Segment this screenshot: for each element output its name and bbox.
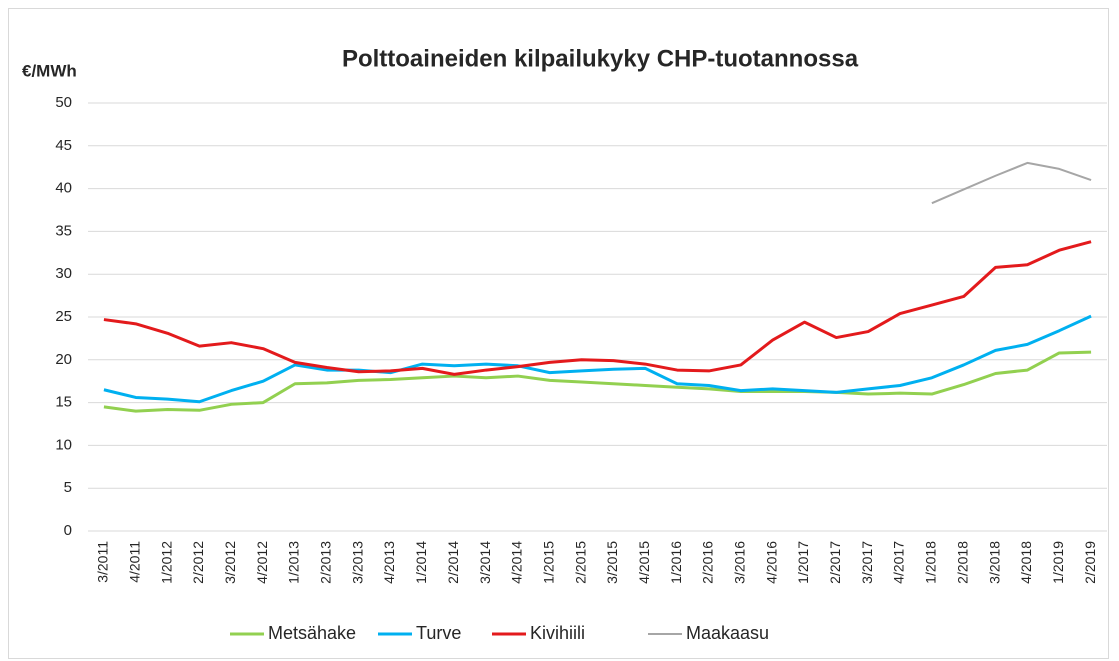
y-tick-label: 25 (55, 308, 72, 325)
legend-label: Turve (416, 623, 461, 643)
x-tick-label: 1/2017 (795, 541, 811, 584)
y-tick-label: 35 (55, 222, 72, 239)
x-tick-label: 1/2012 (158, 541, 174, 584)
x-tick-label: 4/2011 (126, 541, 142, 583)
y-tick-label: 45 (55, 137, 72, 154)
y-tick-label: 20 (55, 351, 72, 368)
x-tick-label: 3/2012 (222, 541, 238, 584)
x-tick-label: 4/2018 (1018, 541, 1034, 584)
series-line (103, 314, 1092, 404)
x-tick-label: 3/2016 (732, 541, 748, 584)
x-tick-label: 3/2013 (349, 541, 365, 584)
x-tick-label: 2/2019 (1082, 541, 1098, 584)
x-tick-label: 3/2011 (95, 541, 111, 583)
x-tick-label: 2/2016 (700, 541, 716, 584)
x-tick-label: 2/2018 (954, 541, 970, 584)
x-tick-label: 1/2014 (413, 541, 429, 584)
x-tick-label: 1/2016 (668, 541, 684, 584)
y-tick-label: 40 (55, 180, 72, 197)
legend-label: Maakaasu (686, 623, 769, 643)
series-line (103, 350, 1092, 413)
legend-label: Kivihiili (530, 623, 585, 643)
x-tick-label: 2/2017 (827, 541, 843, 584)
x-tick-label: 4/2012 (254, 541, 270, 584)
x-tick-label: 4/2017 (891, 541, 907, 584)
x-tick-label: 3/2015 (604, 541, 620, 584)
x-tick-label: 2/2012 (190, 541, 206, 584)
x-tick-label: 1/2018 (923, 541, 939, 584)
x-tick-label: 1/2015 (540, 541, 556, 584)
series-line (103, 240, 1092, 376)
series-line (931, 161, 1092, 205)
x-tick-label: 2/2013 (318, 541, 334, 584)
y-tick-label: 10 (55, 436, 72, 453)
y-axis-label: €/MWh (22, 61, 77, 80)
y-tick-label: 50 (55, 94, 72, 111)
x-tick-label: 2/2014 (445, 541, 461, 584)
x-tick-label: 1/2013 (286, 541, 302, 584)
x-tick-label: 2/2015 (572, 541, 588, 584)
y-tick-label: 30 (55, 265, 72, 282)
x-tick-label: 4/2014 (509, 541, 525, 584)
x-tick-label: 3/2017 (859, 541, 875, 584)
y-tick-label: 15 (55, 394, 72, 411)
x-tick-label: 3/2014 (477, 541, 493, 584)
chart-title: Polttoaineiden kilpailukyky CHP-tuotanno… (342, 45, 859, 72)
x-tick-label: 4/2015 (636, 541, 652, 584)
y-tick-label: 0 (64, 522, 72, 539)
y-tick-label: 5 (64, 479, 72, 496)
x-tick-label: 1/2019 (1050, 541, 1066, 584)
x-tick-label: 4/2016 (763, 541, 779, 584)
x-tick-label: 3/2018 (986, 541, 1002, 584)
chart-frame (8, 8, 1109, 659)
legend-label: Metsähake (268, 623, 356, 643)
x-tick-label: 4/2013 (381, 541, 397, 584)
